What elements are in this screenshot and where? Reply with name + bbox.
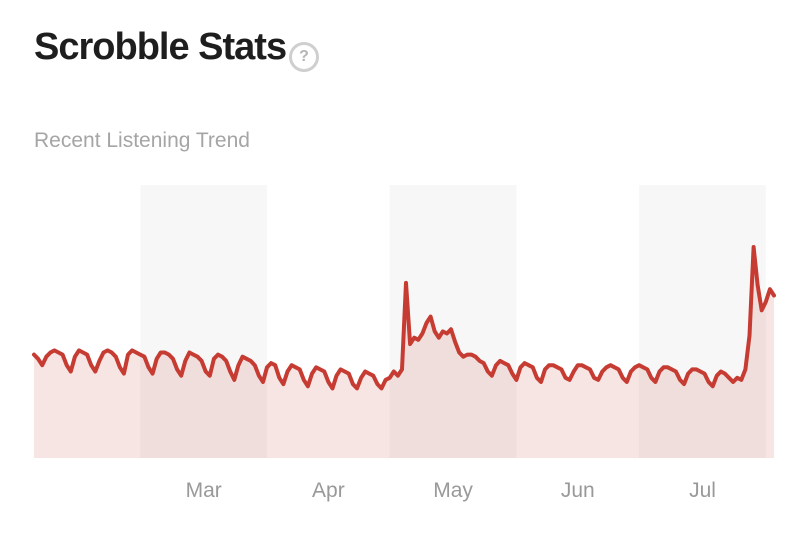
- page-title: Scrobble Stats: [34, 26, 287, 68]
- x-tick-label-apr: Apr: [312, 479, 345, 502]
- month-band-mar: [140, 185, 267, 458]
- x-tick-label-may: May: [433, 479, 473, 502]
- chart-title: Recent Listening Trend: [34, 129, 250, 152]
- x-tick-label-jul: Jul: [689, 479, 716, 502]
- x-tick-label-jun: Jun: [561, 479, 595, 502]
- trend-line: [32, 245, 776, 391]
- x-tick-label-mar: Mar: [186, 479, 222, 502]
- help-icon[interactable]: ?: [289, 42, 319, 72]
- month-band-jul: [639, 185, 766, 458]
- month-band-may: [389, 185, 517, 458]
